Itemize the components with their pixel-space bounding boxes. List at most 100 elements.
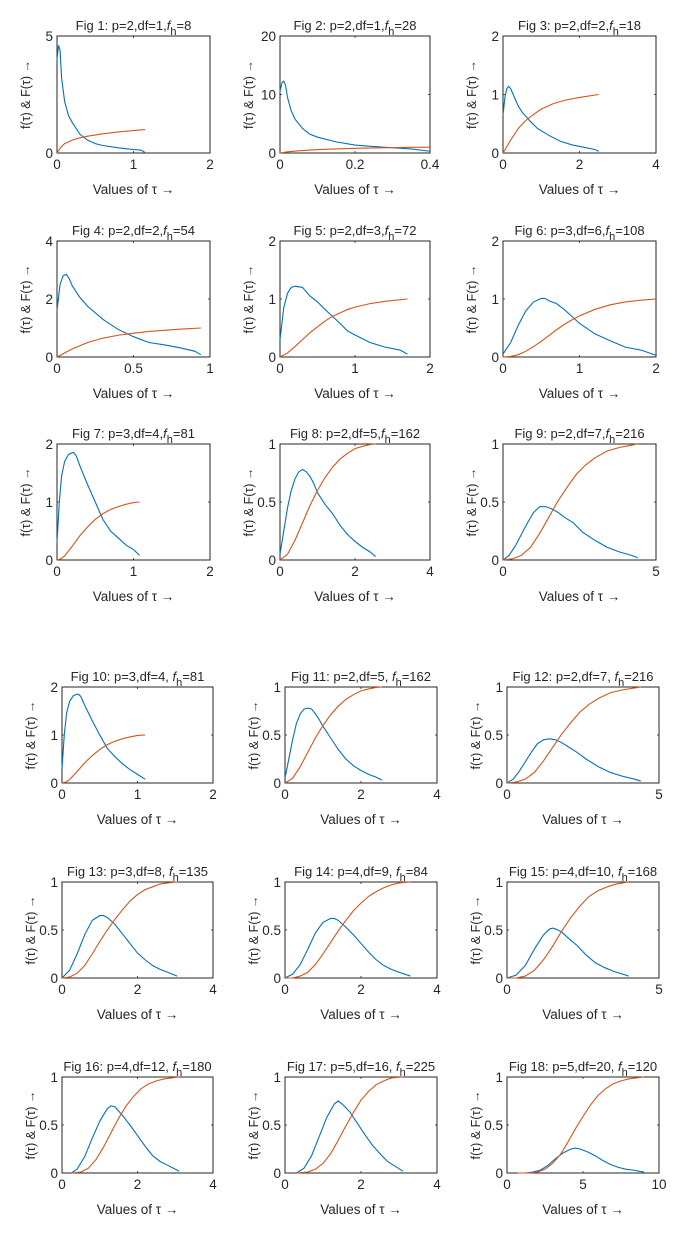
- pdf-curve: [284, 707, 383, 781]
- title-f-symbol: f: [392, 669, 397, 684]
- title-text: Fig 13: p=3,df=8,: [67, 864, 165, 879]
- y-tick-label: 0: [45, 146, 53, 161]
- y-tick-label: 0.5: [262, 923, 281, 938]
- subplot-title: Fig 11: p=2,df=5, fh=162: [291, 669, 431, 689]
- x-tick-label: 0: [499, 157, 507, 172]
- title-text: Fig 14: p=4,df=9,: [294, 864, 392, 879]
- x-axis-label: Values of τ →: [93, 589, 175, 604]
- pdf-curve: [61, 693, 146, 780]
- title-text: Fig 16: p=4,df=12,: [63, 1059, 169, 1074]
- title-h-subscript: h: [176, 677, 182, 689]
- axes-box: [502, 443, 657, 561]
- y-tick-label: 0.5: [39, 1118, 58, 1133]
- cdf-curve: [507, 881, 629, 979]
- title-h-subscript: h: [613, 26, 619, 38]
- title-text: Fig 1: p=2,df=1,: [76, 18, 167, 33]
- y-tick-label: 0: [495, 776, 503, 791]
- x-tick-label: 2: [652, 361, 660, 376]
- x-tick-label: 2: [576, 157, 584, 172]
- axes-box: [284, 881, 438, 979]
- title-f-symbol: f: [169, 864, 174, 879]
- subplot-title: Fig 1: p=2,df=1,fh=8: [76, 18, 192, 38]
- title-fh-value: =72: [394, 223, 416, 238]
- title-f-symbol: f: [173, 1059, 178, 1074]
- title-text: Fig 10: p=3,df=4,: [71, 669, 169, 684]
- title-fh-value: =120: [628, 1059, 657, 1074]
- subplot-title: Fig 17: p=5,df=16, fh=225: [287, 1059, 435, 1079]
- x-tick-label: 4: [209, 1177, 217, 1192]
- x-tick-label: 0: [503, 1177, 511, 1192]
- y-axis-label: f(τ) & F(τ) →: [242, 60, 256, 129]
- y-tick-label: 0.5: [484, 1118, 503, 1133]
- title-h-subscript: h: [388, 26, 394, 38]
- y-axis-label: f(τ) & F(τ) →: [465, 265, 479, 334]
- x-tick-label: 1: [130, 157, 138, 172]
- y-tick-label: 0: [50, 776, 58, 791]
- y-tick-label: 0.5: [257, 495, 276, 510]
- cdf-curve: [506, 686, 641, 784]
- title-fh-value: =81: [173, 426, 195, 441]
- axes-box: [502, 240, 657, 358]
- title-h-subscript: h: [385, 434, 391, 446]
- y-axis-label: f(τ) & F(τ) →: [247, 896, 261, 965]
- y-tick-label: 0.5: [484, 923, 503, 938]
- x-tick-label: 2: [426, 361, 434, 376]
- cdf-curve: [517, 1076, 644, 1174]
- subplot-fig4: Fig 4: p=2,df=2,fh=54 0 0.5 1 0 2 4 Values of τ…: [19, 223, 214, 401]
- y-axis-label: f(τ) & F(τ) →: [19, 468, 33, 537]
- subplot-fig7: Fig 7: p=3,df=4,fh=81 0 1 2 0 1 2 Values of τ →…: [19, 426, 214, 604]
- y-tick-label: 0: [273, 1166, 281, 1181]
- x-tick-label: 0: [276, 361, 284, 376]
- y-tick-label: 2: [491, 234, 499, 249]
- y-tick-label: 2: [50, 680, 58, 695]
- title-fh-value: =162: [402, 669, 431, 684]
- x-axis-label: Values of τ →: [539, 589, 621, 604]
- y-axis-label: f(τ) & F(τ) →: [242, 265, 256, 334]
- subplot-title: Fig 13: p=3,df=8, fh=135: [67, 864, 208, 884]
- y-tick-label: 2: [268, 234, 276, 249]
- x-tick-label: 0: [58, 1177, 66, 1192]
- x-tick-label: 2: [357, 1177, 365, 1192]
- x-tick-label: 4: [433, 982, 441, 997]
- x-tick-label: 2: [134, 1177, 142, 1192]
- x-axis-label: Values of τ →: [93, 182, 175, 197]
- title-f-symbol: f: [606, 426, 611, 441]
- subplot-fig17: Fig 17: p=5,df=16, fh=225 0 2 4 0 0.5 1 Values …: [247, 1059, 441, 1217]
- subplot-title: Fig 18: p=5,df=20, fh=120: [509, 1059, 657, 1079]
- title-f-symbol: f: [614, 669, 619, 684]
- y-tick-label: 0.5: [262, 1118, 281, 1133]
- x-tick-label: 10: [651, 1177, 666, 1192]
- pdf-curve: [56, 45, 146, 153]
- x-axis-label: Values of τ →: [97, 1202, 179, 1217]
- y-tick-label: 2: [491, 29, 499, 44]
- x-tick-label: 2: [206, 564, 214, 579]
- pdf-curve: [279, 80, 431, 152]
- y-tick-label: 0: [491, 553, 499, 568]
- title-fh-value: =216: [624, 669, 653, 684]
- x-axis-label: Values of τ →: [97, 1007, 179, 1022]
- pdf-curve: [279, 468, 376, 557]
- y-tick-label: 1: [491, 88, 499, 103]
- y-axis-label: f(τ) & F(τ) →: [465, 60, 479, 129]
- title-text: Fig 5: p=2,df=3,: [294, 223, 385, 238]
- subplot-title: Fig 10: p=3,df=4, fh=81: [71, 669, 205, 689]
- axes-box: [56, 35, 211, 154]
- cdf-curve: [71, 1076, 180, 1174]
- y-tick-label: 0: [273, 971, 281, 986]
- subplot-title: Fig 6: p=3,df=6,fh=108: [514, 223, 644, 243]
- title-f-symbol: f: [385, 223, 390, 238]
- title-text: Fig 6: p=3,df=6,: [514, 223, 605, 238]
- cdf-curve: [61, 734, 146, 784]
- x-tick-label: 4: [209, 982, 217, 997]
- x-tick-label: 4: [433, 1177, 441, 1192]
- subplot-fig2: Fig 2: p=2,df=1,fh=28 0 0.2 0.4 0 10 20 Values …: [242, 18, 440, 197]
- y-tick-label: 2: [45, 292, 53, 307]
- y-axis-label: f(τ) & F(τ) →: [247, 1091, 261, 1160]
- x-tick-label: 2: [209, 787, 217, 802]
- y-tick-label: 0: [50, 971, 58, 986]
- x-tick-label: 1: [130, 564, 138, 579]
- axes-box: [284, 1076, 438, 1174]
- title-f-symbol: f: [385, 18, 390, 33]
- pdf-curve: [502, 85, 599, 152]
- x-axis-label: Values of τ →: [93, 386, 175, 401]
